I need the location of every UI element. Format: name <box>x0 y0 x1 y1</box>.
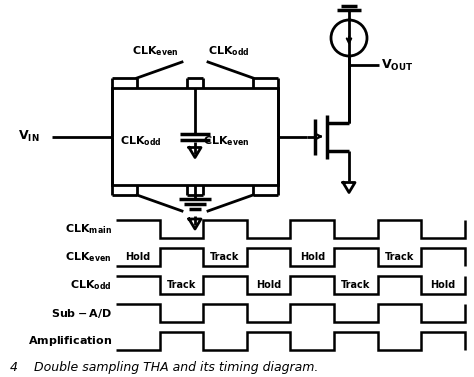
Bar <box>112 88 278 185</box>
Text: $\mathbf{CLK_{even}}$: $\mathbf{CLK_{even}}$ <box>65 250 112 264</box>
Text: Track: Track <box>167 280 196 290</box>
Text: $\mathbf{V_{IN}}$: $\mathbf{V_{IN}}$ <box>18 129 39 144</box>
Text: $\mathbf{Amplification}$: $\mathbf{Amplification}$ <box>27 334 112 348</box>
Text: $\mathbf{CLK_{odd}}$: $\mathbf{CLK_{odd}}$ <box>70 278 112 292</box>
Text: $\mathbf{CLK_{main}}$: $\mathbf{CLK_{main}}$ <box>65 222 112 236</box>
Text: $\mathbf{CLK_{even}}$: $\mathbf{CLK_{even}}$ <box>203 135 249 149</box>
Text: Track: Track <box>385 252 414 262</box>
Text: Track: Track <box>341 280 371 290</box>
Text: $\mathbf{CLK_{odd}}$: $\mathbf{CLK_{odd}}$ <box>120 135 162 149</box>
Text: Hold: Hold <box>125 252 150 262</box>
Text: Hold: Hold <box>256 280 281 290</box>
Text: 4    Double sampling THA and its timing diagram.: 4 Double sampling THA and its timing dia… <box>10 362 319 374</box>
Text: $\mathbf{CLK_{even}}$: $\mathbf{CLK_{even}}$ <box>132 44 179 58</box>
Text: Track: Track <box>210 252 240 262</box>
Text: $\mathbf{CLK_{odd}}$: $\mathbf{CLK_{odd}}$ <box>208 44 250 58</box>
Text: $\mathbf{Sub-A/D}$: $\mathbf{Sub-A/D}$ <box>51 307 112 319</box>
Text: Hold: Hold <box>430 280 456 290</box>
Text: $\mathbf{V_{OUT}}$: $\mathbf{V_{OUT}}$ <box>381 57 413 72</box>
Text: Hold: Hold <box>300 252 325 262</box>
